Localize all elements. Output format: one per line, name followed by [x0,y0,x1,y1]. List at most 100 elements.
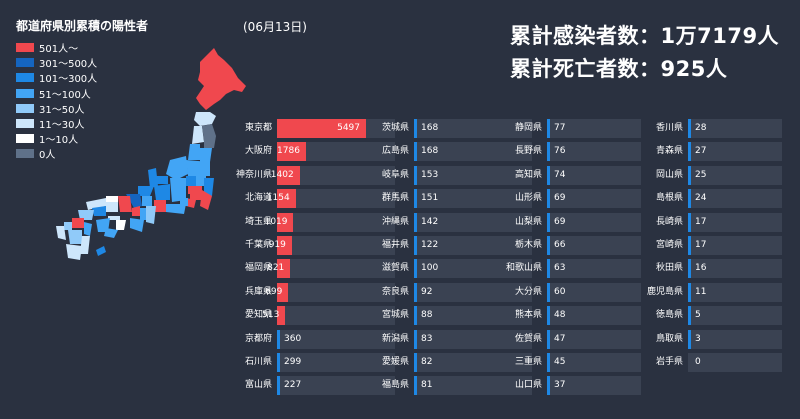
map-ishikawa [148,168,158,188]
bar-track: 69 [547,189,641,209]
bar-value-label: 25 [695,169,707,180]
bar-category-label: 奈良県 [381,286,409,297]
bar-category-label: 愛知県 [244,310,272,321]
legend-label: 501人～ [39,44,79,56]
bar-row: 長野県 76 [502,142,641,162]
bar [277,236,292,255]
bar-value-label: 88 [421,310,433,321]
legend-swatch [16,58,34,68]
bar-value-label: 153 [421,169,439,180]
bar [547,189,550,209]
bar [414,119,417,138]
bar-value-label: 142 [421,216,439,227]
bar-track: 168 [414,119,532,138]
map-aichi [154,200,166,212]
map-kanagawa [186,198,196,208]
bar-row: 埼玉県 1019 [232,212,395,232]
map-hyogo [118,196,132,212]
bar-track: 699 [265,282,395,302]
bar-category-label: 鹿児島県 [646,286,683,297]
bar-track: 28 [688,119,782,138]
map-tokushima [116,220,126,230]
bar-row: 三重県 45 [502,353,641,372]
bar [414,282,417,302]
bar-row: 福岡県 821 [232,259,395,279]
bar-row: 宮崎県 17 [643,236,782,255]
bar-track: 74 [547,165,641,185]
bar-category-label: 長野県 [514,146,542,157]
map-okinawa [96,246,106,256]
bar-category-label: 兵庫県 [244,286,272,297]
bar [414,142,417,162]
bar-value-label: 100 [421,263,439,274]
bar-category-label: 大阪府 [244,146,272,157]
map-aomori [194,112,216,126]
bar-row: 大阪府 1786 [232,142,395,162]
bar [414,165,417,185]
bar-row: 茨城県 168 [369,119,532,138]
bar-category-label: 沖縄県 [381,216,409,227]
bar-track: 122 [414,236,532,255]
bar [414,259,417,279]
bar-value-label: 919 [268,240,286,250]
bar-category-label: 佐賀県 [514,333,542,344]
bar-row: 和歌山県 63 [502,259,641,279]
bar [547,119,550,138]
bar-row: 石川県 299 [232,353,395,372]
bar-track: 48 [547,306,641,326]
bar-value-label: 1154 [266,193,290,204]
legend-label: 101～300人 [39,74,98,86]
bar-value-label: 82 [421,357,433,367]
bar-track: 60 [547,282,641,302]
map-kumamoto [68,230,82,244]
map-fukui [138,186,154,196]
bar-category-label: 石川県 [244,357,272,367]
bar [547,282,550,302]
map-niigata [166,156,188,180]
map-iwate [202,124,216,148]
bar-row: 京都府 360 [232,329,395,349]
bar [547,212,550,232]
bar-track: 77 [547,119,641,138]
bar-value-label: 3 [695,333,701,344]
bar-value-label: 45 [554,357,566,367]
bar-value-label: 77 [554,123,566,133]
bar-category-label: 茨城県 [381,123,409,133]
bar-category-label: 広島県 [381,146,409,157]
legend-label: 1～10人 [39,135,79,147]
map-nagasaki [56,226,66,240]
map-miyagi [200,148,212,162]
bar-value-label: 1019 [264,216,288,227]
bar-value-label: 74 [554,169,566,180]
bar-category-label: 新潟県 [381,333,409,344]
bar [277,165,300,185]
bar-value-label: 1786 [277,146,300,157]
bar-value-label: 168 [421,123,439,133]
bar-track: 25 [688,165,782,185]
bar-row: 秋田県 16 [643,259,782,279]
map-osaka [132,206,140,216]
map-tokyo [190,194,202,200]
bar-row: 沖縄県 142 [369,212,532,232]
bar-row: 群馬県 151 [369,189,532,209]
bar-row: 山口県 37 [502,376,641,396]
legend-item: 1～10人 [16,131,97,146]
bar-value-label: 699 [265,286,283,297]
bar [688,236,691,255]
bar [277,306,286,326]
total-cases: 累計感染者数：1万7179人 [510,24,780,48]
bar-track: 142 [414,212,532,232]
bar-category-label: 秋田県 [655,263,683,274]
bar [277,212,294,232]
bar-track: 1402 [271,165,395,185]
bar-category-label: 富山県 [244,380,272,391]
bar-row: 岐阜県 153 [369,165,532,185]
bar-category-label: 福岡県 [244,263,272,274]
bar [688,142,691,162]
map-oita [84,222,92,236]
bar-value-label: 360 [284,333,302,344]
bar [547,353,550,372]
bar-value-label: 299 [284,357,302,367]
bar-value-label: 151 [421,193,439,204]
map-akita [192,126,204,144]
